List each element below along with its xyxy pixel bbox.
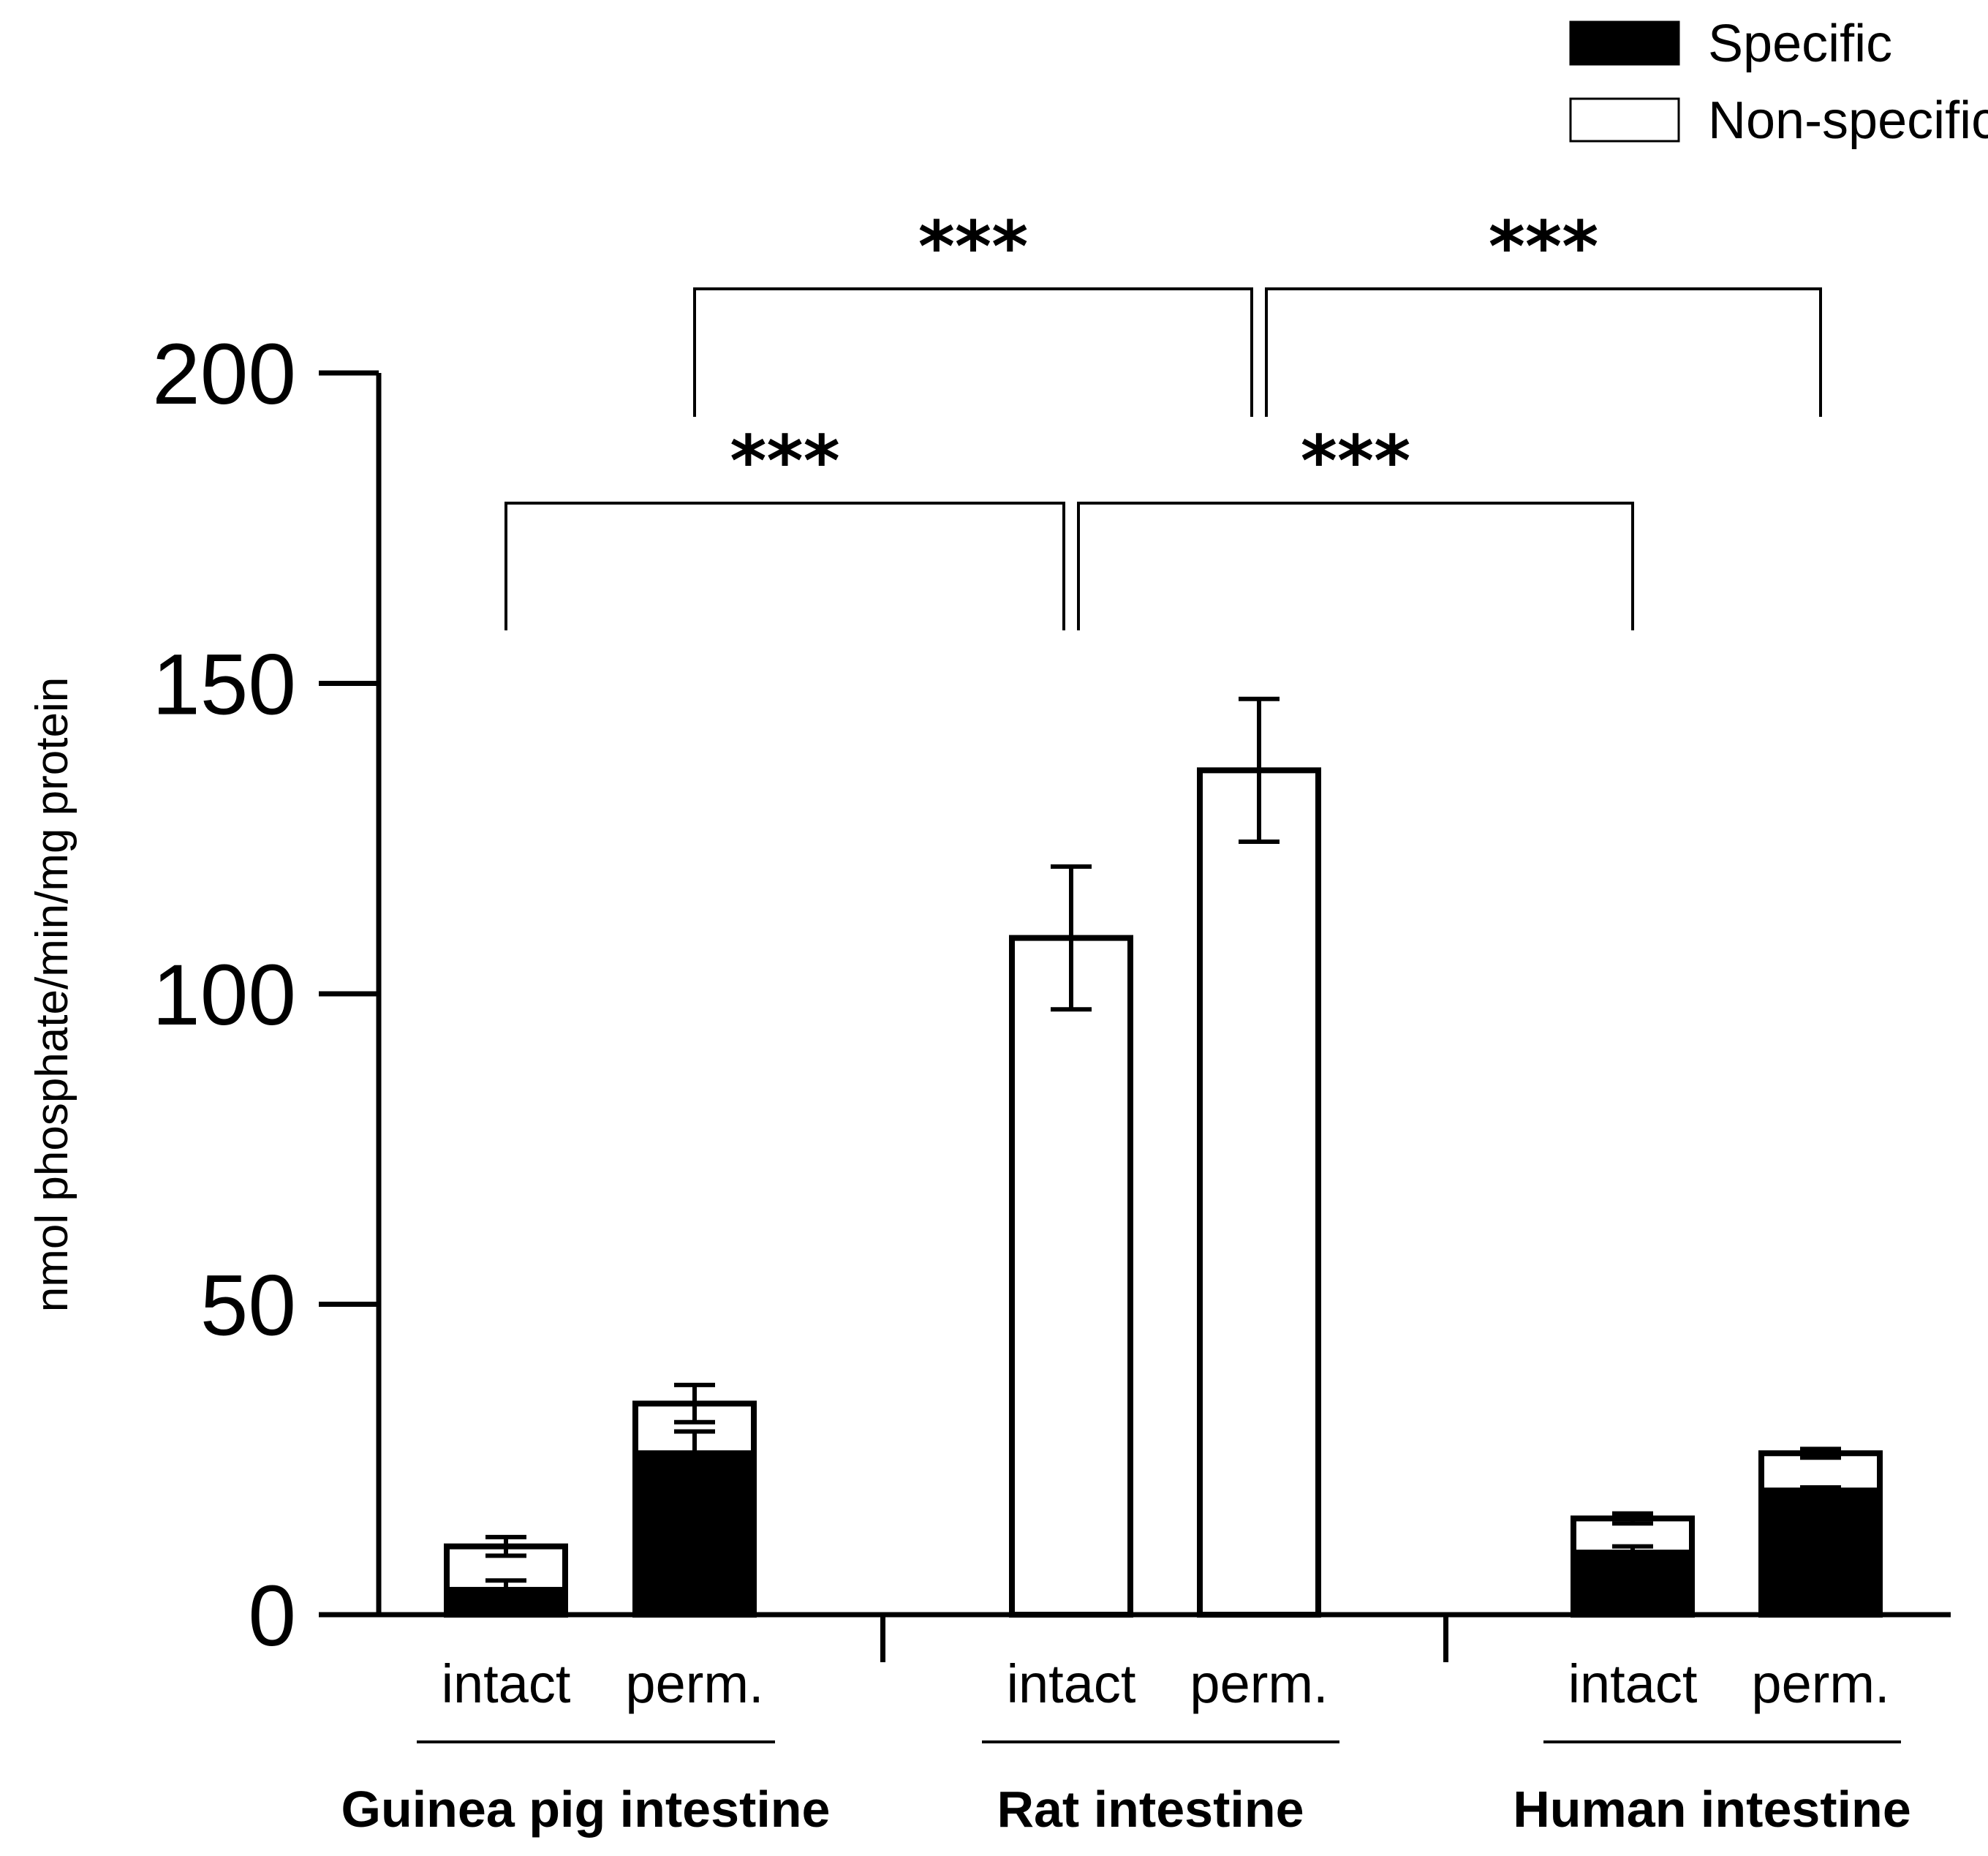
- category-label: intact: [1568, 1653, 1698, 1714]
- y-axis-label: nmol phosphate/min/mg protein: [27, 677, 78, 1312]
- legend-label: Specific: [1708, 15, 1892, 73]
- bar-specific: [444, 1587, 568, 1618]
- y-tick-label: 0: [248, 1568, 296, 1664]
- significance-label: ***: [1301, 420, 1411, 502]
- category-label: perm.: [1190, 1653, 1328, 1714]
- legend-swatch: [1569, 20, 1680, 66]
- group-label: Guinea pig intestine: [341, 1781, 831, 1838]
- bar-nonspecific: [1009, 935, 1133, 1618]
- bar-specific: [1571, 1550, 1695, 1618]
- bar-specific: [1758, 1487, 1883, 1618]
- significance-label: ***: [1489, 206, 1599, 288]
- category-label: intact: [442, 1653, 571, 1714]
- significance-bracket: [693, 287, 1253, 417]
- legend-label: Non-specific: [1708, 91, 1988, 150]
- category-label: perm.: [625, 1653, 763, 1714]
- y-tick-label: 50: [200, 1258, 296, 1354]
- significance-bracket: [1265, 287, 1822, 417]
- bar-nonspecific: [1197, 767, 1321, 1618]
- legend-swatch: [1569, 97, 1680, 143]
- significance-label: ***: [918, 206, 1029, 288]
- significance-label: ***: [730, 420, 840, 502]
- y-tick-label: 150: [152, 637, 296, 733]
- significance-bracket: [1077, 502, 1634, 630]
- y-tick-label: 100: [152, 947, 296, 1044]
- category-label: intact: [1007, 1653, 1136, 1714]
- y-tick-label: 200: [152, 326, 296, 423]
- group-label: Human intestine: [1513, 1781, 1911, 1838]
- significance-bracket: [504, 502, 1065, 630]
- bar-specific: [632, 1450, 757, 1618]
- group-label: Rat intestine: [997, 1781, 1304, 1838]
- category-label: perm.: [1751, 1653, 1889, 1714]
